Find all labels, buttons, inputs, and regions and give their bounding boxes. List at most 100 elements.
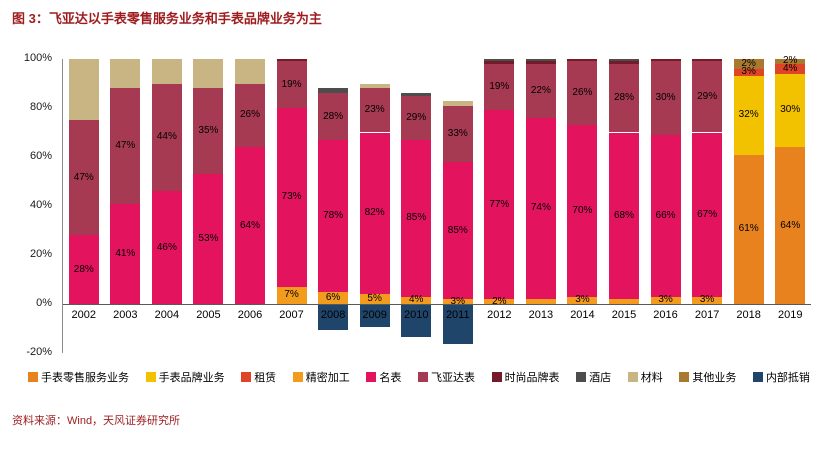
segment-shishang	[276, 59, 307, 62]
x-axis-label: 2004	[154, 309, 180, 321]
segment-label: 44%	[156, 131, 177, 143]
segment-mingbiao	[234, 147, 265, 304]
segment-label: 7%	[284, 289, 299, 301]
legend-item-retail: 手表零售服务业务	[28, 369, 129, 385]
segment-fiyta	[276, 61, 307, 108]
segment-label: 3%	[575, 294, 590, 306]
segment-label: 23%	[364, 104, 385, 116]
legend-item-qita: 其他业务	[679, 369, 736, 385]
legend-label: 时尚品牌表	[504, 372, 560, 384]
legend-label: 飞亚达表	[430, 372, 475, 384]
segment-jiudian	[608, 59, 639, 62]
segment-jingmi	[359, 294, 390, 304]
legend-item-neibu: 内部抵销	[752, 369, 810, 385]
legend-item-fiyta: 飞亚达表	[417, 369, 475, 385]
segment-label: 78%	[323, 209, 344, 221]
segment-neibu	[359, 305, 390, 328]
legend-swatch	[627, 372, 638, 382]
bar-2013: 74% 22% 2013	[520, 59, 562, 353]
segment-shishang	[650, 59, 681, 62]
segment-fiyta	[401, 95, 432, 140]
segment-jingmi	[401, 296, 432, 304]
segment-mingbiao	[193, 174, 224, 304]
x-axis-label: 2005	[196, 309, 221, 321]
segment-label: 3%	[741, 66, 756, 78]
legend-item-mingbiao: 名表	[366, 369, 401, 385]
x-axis-label: 2013	[528, 309, 554, 321]
segment-jingmi	[442, 299, 473, 304]
segment-label: 85%	[447, 224, 468, 236]
segment-label: 73%	[281, 191, 302, 203]
segment-label: 6%	[325, 291, 341, 303]
bar-2011: 3% 85% 33% 2011	[437, 59, 479, 353]
segment-label: 28%	[613, 92, 634, 104]
bar-2006: 64% 26% 2006	[229, 59, 271, 353]
segment-fiyta	[525, 63, 556, 118]
segment-jiudian	[484, 59, 515, 62]
legend-label: 酒店	[589, 372, 612, 384]
segment-fiyta	[650, 61, 681, 135]
segment-shishang	[567, 59, 598, 62]
legend-swatch	[679, 372, 690, 382]
segment-fiyta	[442, 105, 473, 162]
x-axis-label: 2009	[362, 309, 387, 321]
legend-label: 精密加工	[305, 372, 350, 384]
segment-label: 74%	[530, 202, 551, 214]
segment-cailiao	[68, 59, 99, 121]
segment-mingbiao	[442, 161, 473, 300]
segment-shishang	[692, 59, 723, 62]
segment-label: 5%	[367, 293, 382, 305]
segment-shishang	[525, 61, 556, 64]
segment-mingbiao	[68, 235, 99, 304]
segment-label: 30%	[655, 92, 676, 104]
x-axis-label: 2011	[445, 309, 470, 321]
plot-area: 28% 47% 2002 41% 47% 2003 46% 44% 2004 53% 35% 2005…	[62, 55, 811, 353]
x-axis-label: 2002	[71, 309, 97, 321]
segment-label: 4%	[782, 62, 798, 74]
segment-label: 46%	[156, 241, 177, 253]
legend-item-jiudian: 酒店	[576, 369, 611, 385]
segment-mingbiao	[525, 117, 556, 300]
legend-label: 名表	[379, 372, 402, 384]
segment-label: 28%	[73, 263, 94, 275]
segment-label: 67%	[697, 208, 718, 220]
segment-mingbiao	[692, 132, 723, 297]
x-axis-label: 2003	[113, 309, 138, 321]
segment-fiyta	[359, 88, 390, 133]
segment-label: 2%	[492, 295, 507, 307]
legend-label: 内部抵销	[765, 372, 810, 384]
legend-swatch	[366, 372, 377, 382]
bar-2010: 4% 85% 29% 2010	[395, 59, 437, 353]
legend-swatch	[752, 372, 763, 382]
segment-jingmi	[318, 291, 349, 304]
legend: 手表零售服务业务 手表品牌业务 租赁 精密加工 名表 飞亚达表 时尚品牌表 酒店 材料 其他业务 内…	[28, 369, 810, 385]
segment-label: 33%	[447, 127, 468, 139]
segment-label: 53%	[198, 233, 219, 245]
segment-retail	[733, 154, 764, 304]
segment-qita	[733, 59, 764, 69]
segment-fiyta	[692, 61, 723, 133]
segment-label: 35%	[198, 125, 219, 137]
y-tick-label: 60%	[29, 150, 52, 162]
segment-fiyta	[608, 63, 639, 133]
x-axis-label: 2017	[694, 309, 720, 321]
bar-2003: 41% 47% 2003	[105, 59, 147, 353]
segment-label: 26%	[572, 87, 593, 99]
legend-label: 租赁	[254, 372, 277, 384]
segment-jingmi	[608, 299, 639, 304]
y-tick-label: 100%	[23, 52, 52, 64]
bar-2017: 3% 67% 29% 2017	[686, 59, 728, 353]
segment-label: 19%	[281, 78, 302, 90]
segment-mingbiao	[318, 139, 349, 292]
segment-mingbiao	[151, 191, 182, 304]
segment-label: 4%	[408, 294, 424, 306]
segment-shishang	[484, 61, 515, 64]
legend-swatch	[576, 372, 587, 382]
segment-mingbiao	[567, 125, 598, 297]
bar-2019: 64% 30% 4% 2% 2019	[769, 55, 811, 353]
segment-shishang	[608, 61, 639, 64]
x-axis-label: 2007	[279, 309, 304, 321]
segment-label: 3%	[658, 294, 673, 306]
segment-jingmi	[276, 286, 307, 304]
segment-label: 64%	[239, 219, 260, 231]
